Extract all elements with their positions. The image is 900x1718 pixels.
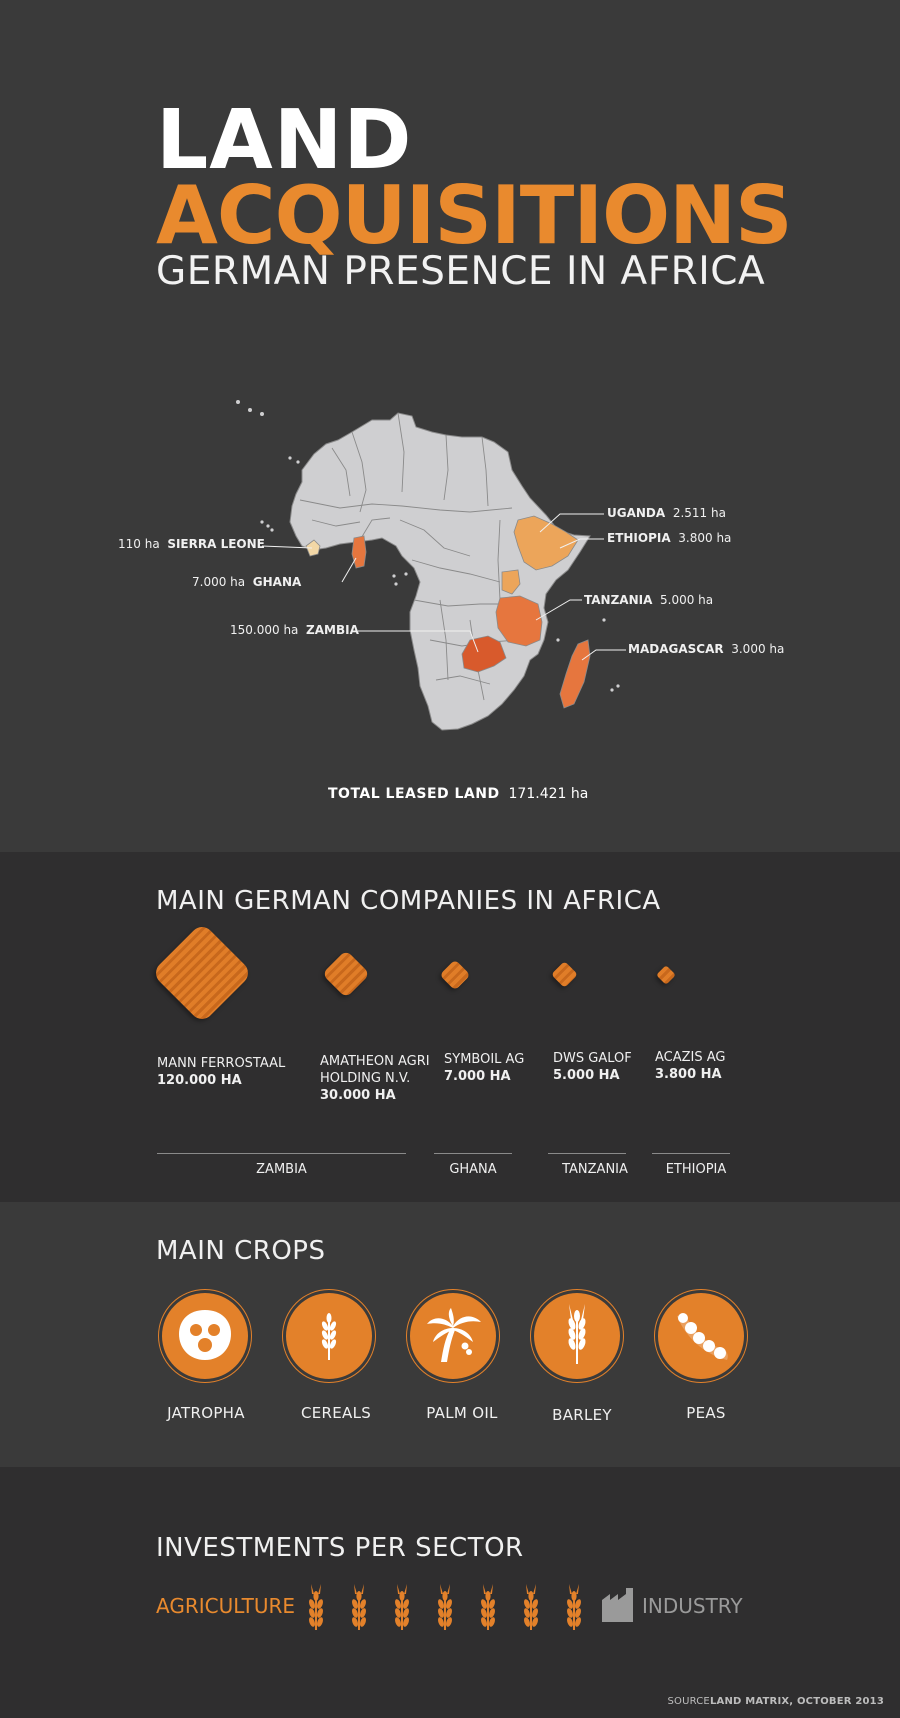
wheat-icon xyxy=(565,1584,583,1630)
industry-label: INDUSTRY xyxy=(642,1594,743,1618)
wheat-icon xyxy=(307,1584,325,1630)
crop-label-peas: PEAS xyxy=(686,1404,726,1422)
country-divider-zambia xyxy=(157,1153,406,1154)
factory-icon xyxy=(602,1588,633,1622)
crop-label-cereals: CEREALS xyxy=(300,1404,372,1422)
map-label-ghana: 7.000 ha GHANA xyxy=(192,575,302,589)
map-label-sierra-leone: 110 ha SIERRA LEONE xyxy=(118,537,265,551)
total-leased-land: TOTAL LEASED LAND 171.421 ha xyxy=(328,786,589,802)
crop-label-barley: BARLEY xyxy=(552,1406,612,1424)
companies-section: MAIN GERMAN COMPANIES IN AFRICA MANN FER… xyxy=(0,852,900,1202)
map-label-madagascar: MADAGASCAR 3.000 ha xyxy=(628,642,785,656)
source-footer: SOURCELAND MATRIX, OCTOBER 2013 xyxy=(667,1696,884,1707)
country-ghana: GHANA xyxy=(449,1162,497,1177)
leader-lines xyxy=(261,513,626,661)
agriculture-icons xyxy=(307,1584,583,1630)
wheat-icon xyxy=(393,1584,411,1630)
africa-map xyxy=(236,400,626,731)
agriculture-label: AGRICULTURE xyxy=(156,1594,296,1618)
crops-title: MAIN CROPS xyxy=(156,1236,326,1266)
ghana-shape xyxy=(351,535,367,569)
crop-label-jatropha: JATROPHA xyxy=(167,1404,245,1422)
company-label-symboil: SYMBOIL AG 7.000 HA xyxy=(444,1052,525,1084)
crops-section: MAIN CROPS xyxy=(0,1202,900,1467)
company-label-dws-galof: DWS GALOF 5.000 HA xyxy=(553,1051,632,1083)
wheat-icon xyxy=(479,1584,497,1630)
peas-icon xyxy=(655,1290,747,1382)
subtitle: GERMAN PRESENCE IN AFRICA xyxy=(156,249,766,294)
zambia-shape xyxy=(461,635,507,673)
map-label-uganda: UGANDA 2.511 ha xyxy=(607,506,726,520)
country-zambia: ZAMBIA xyxy=(256,1162,307,1177)
islands xyxy=(236,400,620,692)
country-ethiopia: ETHIOPIA xyxy=(665,1162,727,1177)
map-label-tanzania: TANZANIA 5.000 ha xyxy=(584,593,714,607)
company-label-acazis: ACAZIS AG 3.800 HA xyxy=(655,1050,726,1082)
country-divider-ghana xyxy=(434,1153,512,1154)
country-tanzania: TANZANIA xyxy=(562,1162,628,1177)
company-marker-amatheon xyxy=(321,949,371,999)
jatropha-icon xyxy=(159,1290,251,1382)
company-marker-mann-ferrostaal xyxy=(151,922,253,1024)
country-divider-ethiopia xyxy=(652,1153,730,1154)
country-divider-tanzania xyxy=(548,1153,626,1154)
company-marker-acazis xyxy=(656,965,676,985)
ethiopia-shape xyxy=(513,515,579,571)
palm-tree-icon xyxy=(407,1290,499,1382)
company-label-amatheon: AMATHEON AGRI HOLDING N.V. 30.000 HA xyxy=(320,1054,430,1103)
title-line-1: LAND xyxy=(156,93,413,188)
tanzania-shape xyxy=(495,595,543,647)
wheat-icon xyxy=(436,1584,454,1630)
company-marker-symboil xyxy=(439,959,471,991)
investments-section: INVESTMENTS PER SECTOR xyxy=(0,1467,900,1718)
company-marker-dws-galof xyxy=(551,961,578,988)
wheat-icon xyxy=(283,1290,375,1382)
madagascar-shape xyxy=(559,639,591,709)
africa-continent xyxy=(289,412,591,731)
wheat-icon xyxy=(350,1584,368,1630)
companies-title: MAIN GERMAN COMPANIES IN AFRICA xyxy=(156,886,661,916)
uganda-shape xyxy=(501,569,521,595)
investments-title: INVESTMENTS PER SECTOR xyxy=(156,1533,524,1563)
map-label-zambia: 150.000 ha ZAMBIA xyxy=(230,623,359,637)
title-line-2: ACQUISITIONS xyxy=(156,169,793,262)
map-label-ethiopia: ETHIOPIA 3.800 ha xyxy=(607,531,732,545)
wheat-icon xyxy=(522,1584,540,1630)
sierra-leone-shape xyxy=(305,539,321,557)
crop-label-palm-oil: PALM OIL xyxy=(426,1404,498,1422)
barley-icon xyxy=(531,1290,623,1382)
hero-section: LAND ACQUISITIONS GERMAN PRESENCE IN AFR… xyxy=(0,0,900,852)
company-label-mann-ferrostaal: MANN FERROSTAAL 120.000 HA xyxy=(157,1056,286,1088)
